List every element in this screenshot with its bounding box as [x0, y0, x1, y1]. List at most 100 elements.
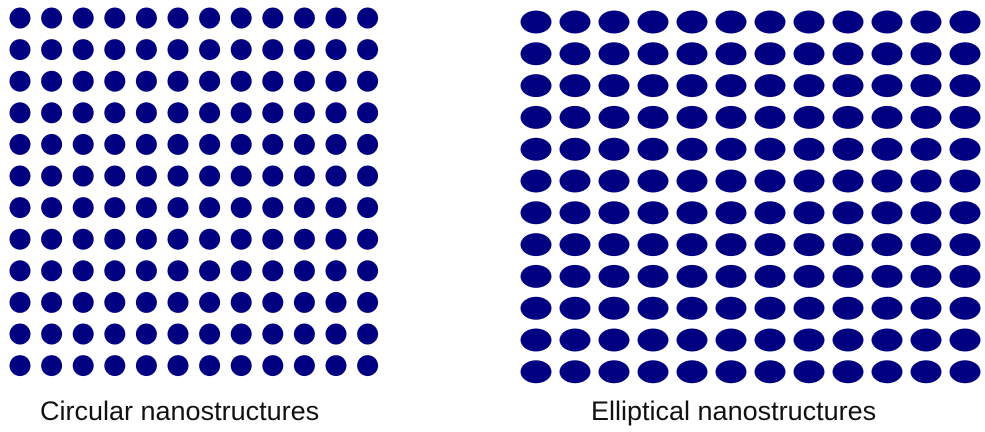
circle-nanostructure-dot — [230, 70, 252, 92]
circle-nanostructure-dot — [72, 228, 94, 250]
circle-nanostructure-dot — [230, 355, 252, 377]
circle-nanostructure-dot — [104, 133, 126, 155]
circle-nanostructure-dot — [104, 7, 126, 29]
circle-nanostructure-dot — [293, 7, 315, 29]
ellipse-nanostructure-dot — [871, 264, 903, 288]
circle-nanostructure-dot — [135, 7, 157, 29]
ellipse-nanostructure-dot — [871, 328, 903, 352]
ellipse-nanostructure-dot — [949, 105, 981, 129]
ellipse-nanostructure-dot — [598, 137, 630, 161]
ellipse-nanostructure-dot — [871, 201, 903, 225]
ellipse-nanostructure-dot — [598, 201, 630, 225]
ellipse-nanostructure-dot — [676, 201, 708, 225]
ellipse-nanostructure-dot — [637, 233, 669, 257]
circle-nanostructure-dot — [262, 133, 284, 155]
ellipse-nanostructure-dot — [559, 10, 591, 34]
ellipse-nanostructure-dot — [598, 264, 630, 288]
circle-nanostructure-dot — [9, 228, 31, 250]
ellipse-nanostructure-dot — [676, 360, 708, 384]
circle-nanostructure-dot — [167, 260, 189, 282]
circle-nanostructure-dot — [104, 39, 126, 61]
circle-nanostructure-dot — [230, 291, 252, 313]
circle-nanostructure-dot — [230, 197, 252, 219]
circle-nanostructure-dot — [262, 165, 284, 187]
ellipse-nanostructure-dot — [715, 10, 747, 34]
ellipse-nanostructure-dot — [871, 169, 903, 193]
ellipse-nanostructure-dot — [793, 10, 825, 34]
ellipse-nanostructure-dot — [793, 137, 825, 161]
circle-nanostructure-dot — [135, 133, 157, 155]
circle-nanostructure-dot — [325, 228, 347, 250]
ellipse-nanostructure-dot — [559, 105, 591, 129]
ellipse-nanostructure-dot — [793, 328, 825, 352]
circle-nanostructure-dot — [167, 291, 189, 313]
circle-nanostructure-dot — [9, 102, 31, 124]
circle-nanostructure-dot — [262, 260, 284, 282]
ellipse-nanostructure-dot — [754, 296, 786, 320]
circle-nanostructure-dot — [325, 165, 347, 187]
circle-nanostructure-dot — [357, 355, 379, 377]
circle-nanostructure-dot — [325, 260, 347, 282]
circle-nanostructure-dot — [199, 39, 221, 61]
circle-nanostructure-dot — [262, 102, 284, 124]
ellipse-nanostructure-dot — [637, 296, 669, 320]
circle-nanostructure-dot — [72, 291, 94, 313]
circle-nanostructure-dot — [230, 39, 252, 61]
circle-nanostructure-dot — [167, 355, 189, 377]
ellipse-nanostructure-dot — [793, 42, 825, 66]
circle-nanostructure-dot — [41, 102, 63, 124]
circle-nanostructure-dot — [9, 323, 31, 345]
circle-nanostructure-dot — [293, 323, 315, 345]
ellipse-nanostructure-dot — [949, 201, 981, 225]
ellipse-nanostructure-dot — [832, 264, 864, 288]
ellipse-nanostructure-dot — [715, 296, 747, 320]
ellipse-nanostructure-dot — [520, 201, 552, 225]
circle-nanostructure-dot — [104, 228, 126, 250]
circle-nanostructure-dot — [293, 197, 315, 219]
ellipse-nanostructure-dot — [637, 328, 669, 352]
ellipse-nanostructure-dot — [754, 360, 786, 384]
circle-nanostructure-dot — [167, 228, 189, 250]
ellipse-nanostructure-dot — [559, 296, 591, 320]
ellipse-nanostructure-dot — [910, 296, 942, 320]
ellipse-nanostructure-dot — [637, 137, 669, 161]
ellipse-nanostructure-dot — [559, 264, 591, 288]
circle-nanostructure-dot — [41, 7, 63, 29]
ellipse-nanostructure-dot — [754, 74, 786, 98]
ellipse-nanostructure-dot — [949, 74, 981, 98]
ellipse-nanostructure-dot — [910, 360, 942, 384]
circle-nanostructure-dot — [199, 7, 221, 29]
circle-nanostructure-dot — [230, 165, 252, 187]
ellipse-nanostructure-dot — [715, 105, 747, 129]
ellipse-nanostructure-dot — [793, 201, 825, 225]
ellipse-nanostructure-dot — [832, 296, 864, 320]
ellipse-nanostructure-dot — [754, 264, 786, 288]
ellipse-nanostructure-dot — [676, 137, 708, 161]
ellipse-nanostructure-dot — [910, 201, 942, 225]
ellipse-nanostructure-dot — [832, 105, 864, 129]
elliptical-panel: Elliptical nanostructures — [505, 0, 985, 432]
ellipse-nanostructure-dot — [559, 360, 591, 384]
ellipse-nanostructure-dot — [910, 74, 942, 98]
circle-nanostructure-dot — [262, 323, 284, 345]
circle-nanostructure-dot — [104, 291, 126, 313]
ellipse-nanostructure-dot — [637, 264, 669, 288]
circle-nanostructure-dot — [230, 260, 252, 282]
circle-nanostructure-dot — [41, 355, 63, 377]
circle-nanostructure-dot — [199, 102, 221, 124]
circle-nanostructure-dot — [230, 7, 252, 29]
circle-nanostructure-dot — [72, 70, 94, 92]
circle-nanostructure-dot — [293, 165, 315, 187]
ellipse-nanostructure-dot — [637, 10, 669, 34]
ellipse-nanostructure-dot — [676, 296, 708, 320]
circle-nanostructure-dot — [293, 133, 315, 155]
circle-nanostructure-dot — [135, 197, 157, 219]
ellipse-nanostructure-dot — [637, 201, 669, 225]
ellipse-nanostructure-dot — [598, 169, 630, 193]
ellipse-nanostructure-dot — [949, 169, 981, 193]
ellipse-nanostructure-dot — [598, 10, 630, 34]
ellipse-nanostructure-dot — [910, 10, 942, 34]
circle-nanostructure-dot — [262, 70, 284, 92]
circle-nanostructure-dot — [199, 355, 221, 377]
ellipse-nanostructure-dot — [676, 233, 708, 257]
